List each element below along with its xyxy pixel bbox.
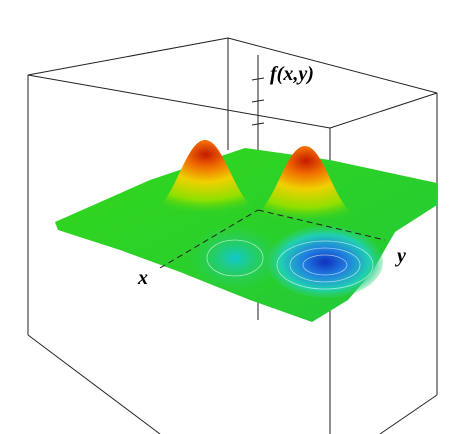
- tick: [251, 77, 265, 81]
- x-axis: [159, 209, 259, 269]
- contours: [206, 239, 374, 290]
- box-edge: [27, 37, 229, 76]
- surface-peak: [150, 140, 262, 212]
- y-axis-label: y: [395, 245, 406, 267]
- contour: [206, 239, 264, 277]
- box-edge: [27, 334, 161, 434]
- box-edge: [379, 394, 438, 434]
- box-edge: [329, 92, 438, 129]
- contour: [302, 254, 348, 276]
- surface-dip: [190, 226, 280, 290]
- xy-axes: [159, 209, 386, 269]
- contour: [276, 240, 374, 290]
- z-ticks: [251, 77, 265, 126]
- tick: [251, 99, 265, 103]
- surface-peak: [250, 146, 362, 220]
- box-edge: [227, 37, 438, 94]
- y-axis: [257, 209, 386, 241]
- box-edge: [27, 74, 331, 129]
- z-axis-label: f(x,y): [270, 63, 314, 85]
- surface-trough: [267, 226, 383, 298]
- x-axis-label: x: [137, 267, 148, 289]
- surface: [55, 140, 437, 322]
- contour: [289, 247, 361, 283]
- tick: [251, 122, 265, 126]
